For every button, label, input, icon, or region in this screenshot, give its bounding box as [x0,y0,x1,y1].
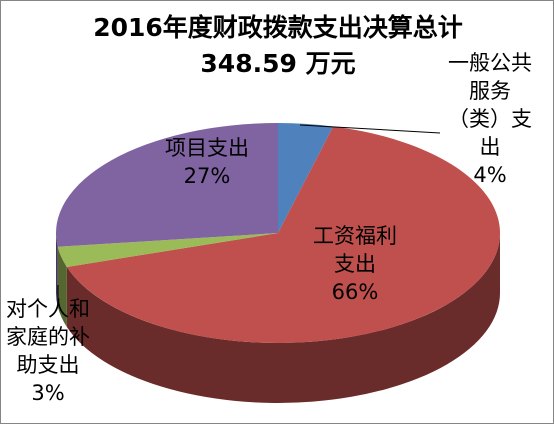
data-labels: 一般公共服务（类）支出 4% 工资福利支出 66% 对个人和家庭的补助支出 3% 项目支出 2… [6,51,532,405]
data-label-salary-welfare: 工资福利支出 66% [313,224,397,304]
leader-line-general-public-services [299,124,441,134]
chart-title: 2016年度财政拨款支出决算总计 [93,13,463,42]
data-label-individual-family-aid: 对个人和家庭的补助支出 3% [6,297,90,405]
slice-individual-family-aid [57,233,279,267]
pie-sides [56,233,501,403]
data-label-project-expenditure: 项目支出 27% [165,136,249,188]
slice-salary-welfare [66,126,500,343]
slice-side-project-expenditure [56,233,58,307]
leader-lines [57,124,441,305]
data-label-general-public-services: 一般公共服务（类）支出 4% [448,51,532,187]
slice-project-expenditure [55,123,278,247]
chart-subtitle: 348.59 万元 [200,49,356,78]
slice-side-salary-welfare [66,233,501,403]
pie-slices [55,123,500,343]
slice-general-public-services [278,123,334,233]
slice-side-individual-family-aid [57,246,67,327]
